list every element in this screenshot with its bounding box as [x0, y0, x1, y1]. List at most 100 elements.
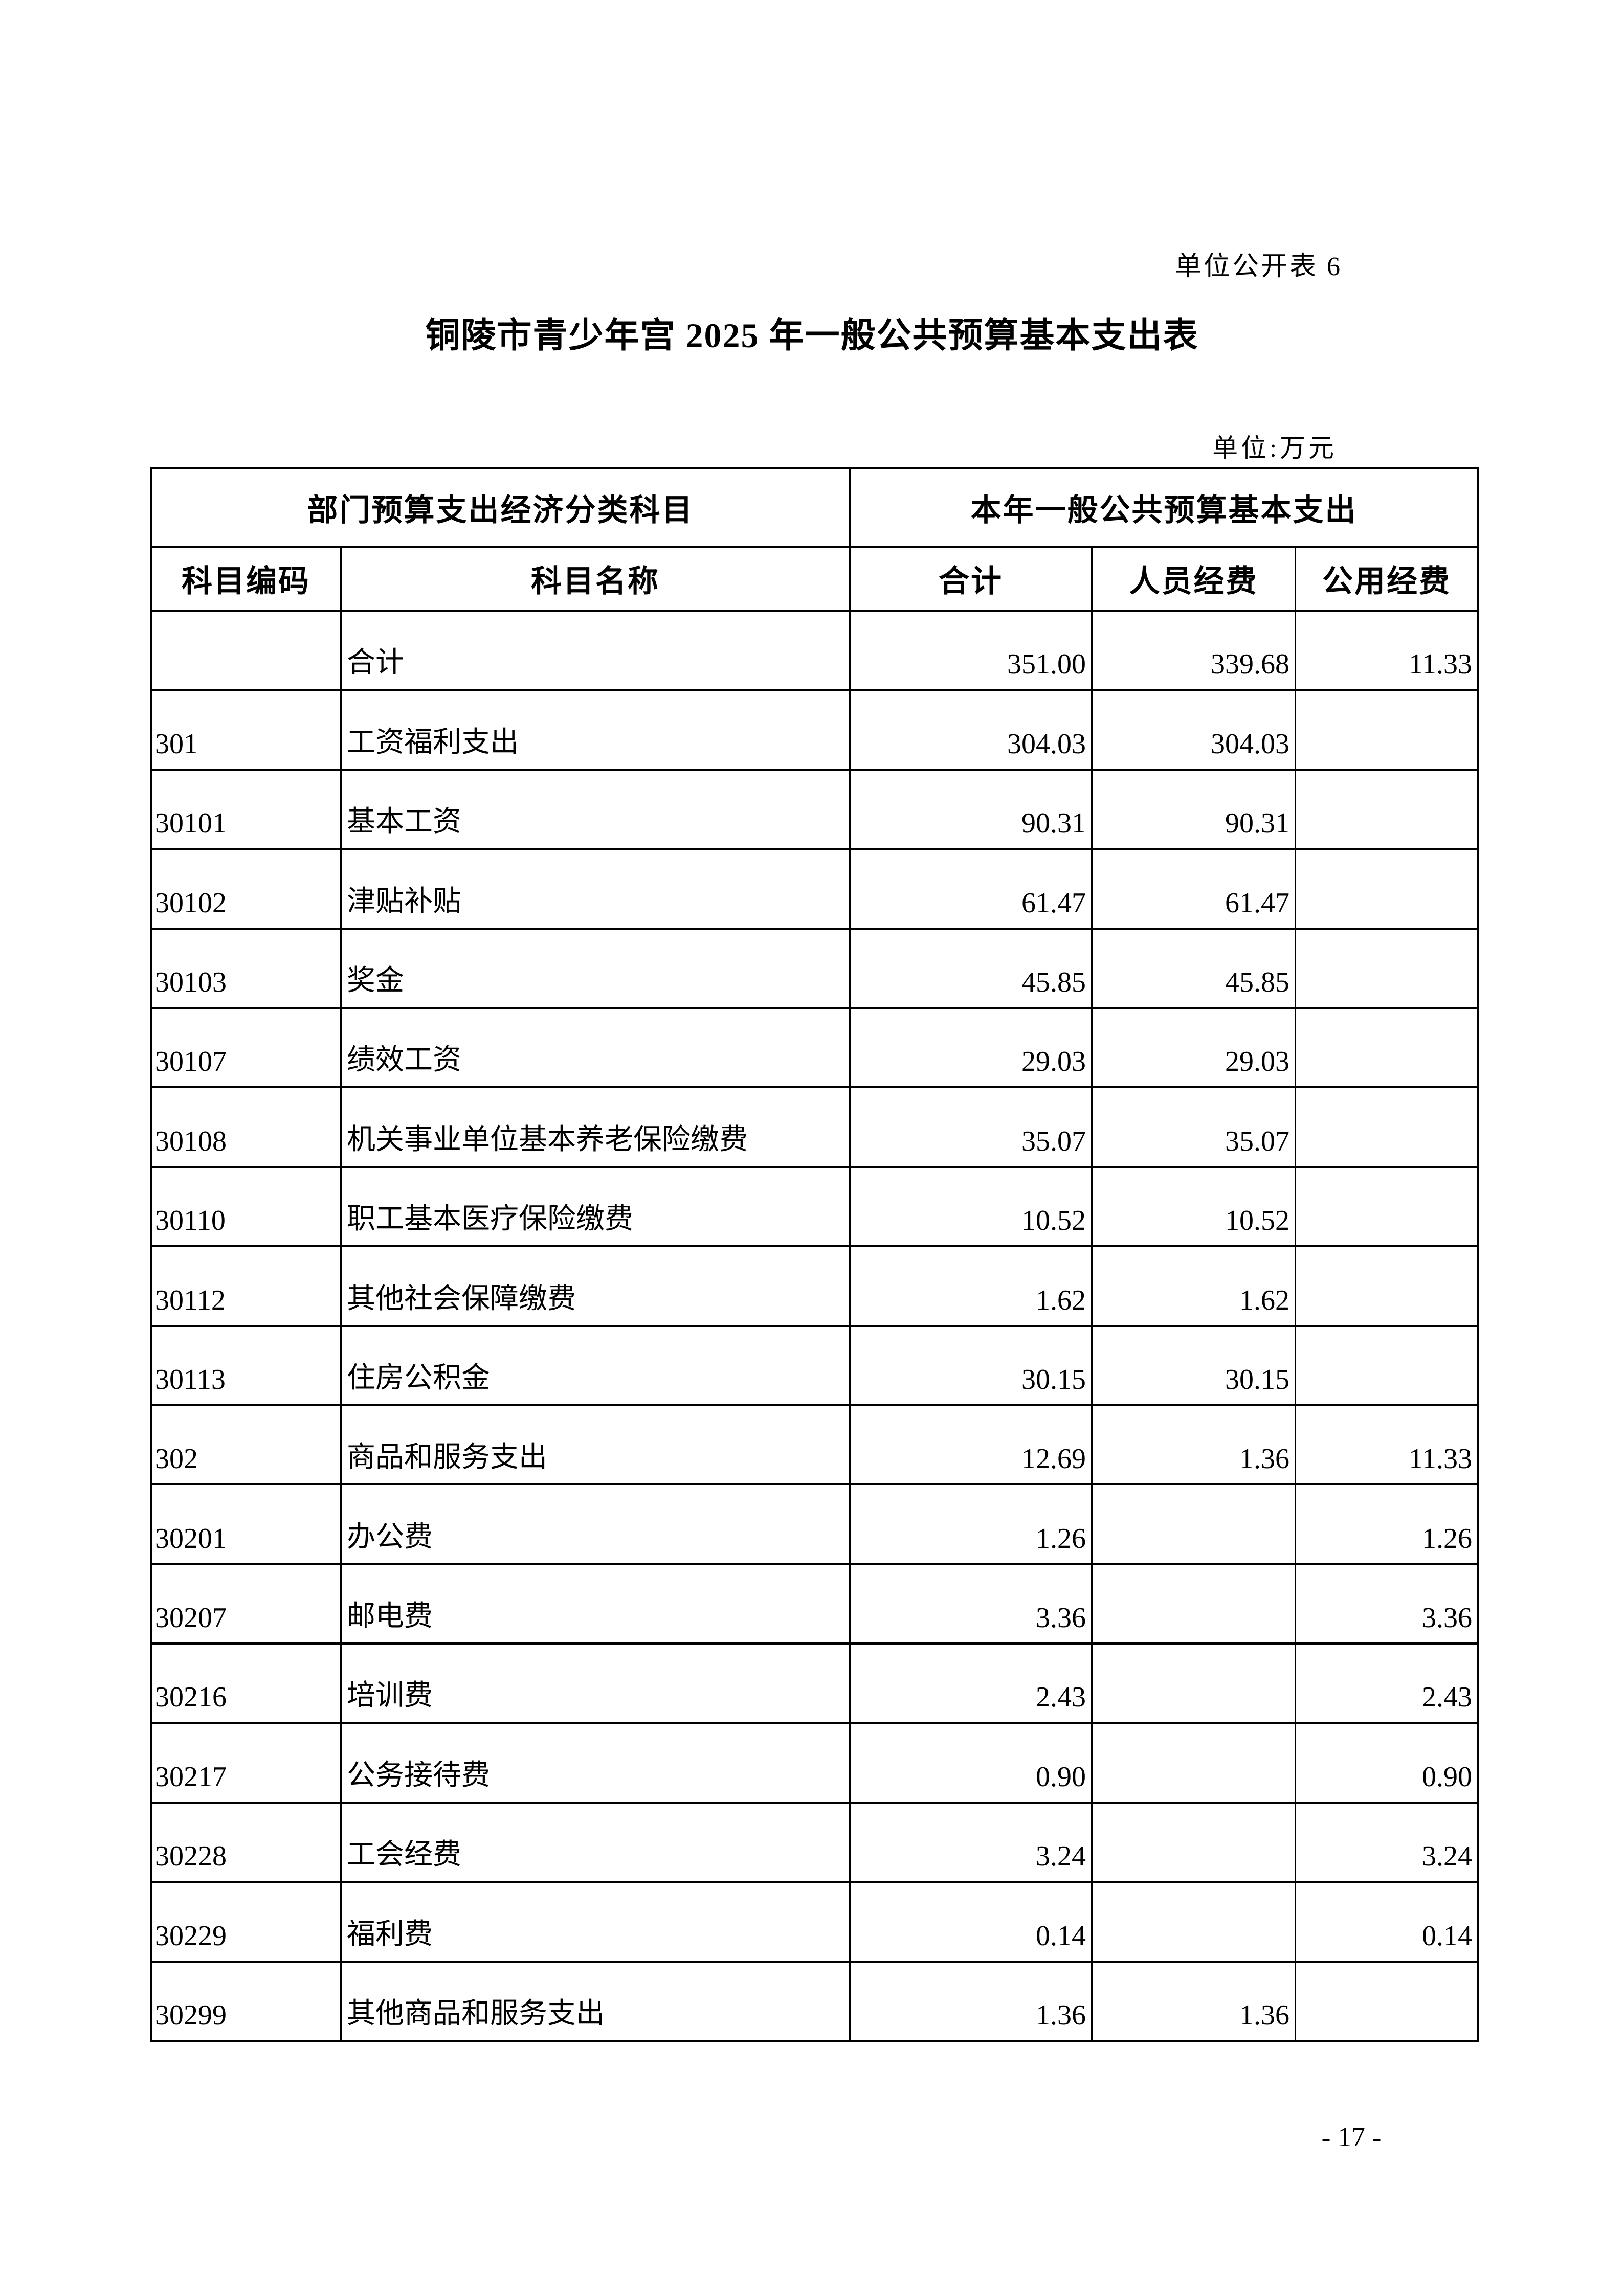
cell-personnel-funds: 304.03	[1091, 689, 1296, 771]
cell-personnel-funds: 45.85	[1091, 927, 1296, 1009]
cell-subject-code: 30103	[150, 927, 342, 1009]
cell-subject-name: 邮电费	[340, 1563, 851, 1645]
cell-total: 12.69	[849, 1404, 1093, 1486]
cell-subject-code: 302	[150, 1404, 342, 1486]
cell-personnel-funds	[1091, 1722, 1296, 1804]
cell-subject-name: 商品和服务支出	[340, 1404, 851, 1486]
cell-subject-name: 津贴补贴	[340, 848, 851, 930]
cell-total: 30.15	[849, 1324, 1093, 1406]
table-row: 302 商品和服务支出 12.69 1.36 11.33	[150, 1404, 1479, 1486]
cell-subject-code: 301	[150, 689, 342, 771]
cell-total: 0.14	[849, 1881, 1093, 1963]
cell-personnel-funds: 1.36	[1091, 1960, 1296, 2042]
cell-total: 3.24	[849, 1801, 1093, 1883]
cell-personnel-funds	[1091, 1483, 1296, 1565]
cell-subject-code: 30101	[150, 768, 342, 850]
cell-personnel-funds: 30.15	[1091, 1324, 1296, 1406]
cell-personnel-funds: 10.52	[1091, 1165, 1296, 1248]
column-header-total: 合计	[849, 546, 1093, 612]
cell-public-funds: 3.36	[1295, 1563, 1479, 1645]
table-row: 30103 奖金 45.85 45.85	[150, 927, 1479, 1009]
table-row: 30216 培训费 2.43 2.43	[150, 1642, 1479, 1724]
cell-total: 3.36	[849, 1563, 1093, 1645]
cell-total: 0.90	[849, 1722, 1093, 1804]
column-header-row: 科目编码 科目名称 合计 人员经费 公用经费	[150, 546, 1479, 612]
cell-public-funds	[1295, 689, 1479, 771]
cell-public-funds	[1295, 927, 1479, 1009]
cell-total: 45.85	[849, 927, 1093, 1009]
cell-total: 1.36	[849, 1960, 1093, 2042]
cell-personnel-funds	[1091, 1563, 1296, 1645]
table-row: 30217 公务接待费 0.90 0.90	[150, 1722, 1479, 1804]
column-header-subject-name: 科目名称	[340, 546, 851, 612]
cell-personnel-funds: 1.62	[1091, 1245, 1296, 1327]
cell-public-funds	[1295, 1086, 1479, 1168]
page-number: - 17 -	[1321, 2122, 1382, 2152]
cell-subject-name: 工资福利支出	[340, 689, 851, 771]
cell-public-funds: 0.90	[1295, 1722, 1479, 1804]
table-row: 合计 351.00 339.68 11.33	[150, 609, 1479, 691]
cell-public-funds: 2.43	[1295, 1642, 1479, 1724]
unit-label: 单位:万元	[1212, 434, 1337, 462]
cell-subject-name: 工会经费	[340, 1801, 851, 1883]
table-row: 30107 绩效工资 29.03 29.03	[150, 1006, 1479, 1089]
cell-personnel-funds: 90.31	[1091, 768, 1296, 850]
cell-subject-code: 30102	[150, 848, 342, 930]
group-header-basic-expenditure: 本年一般公共预算基本支出	[849, 467, 1479, 548]
table-row: 30110 职工基本医疗保险缴费 10.52 10.52	[150, 1165, 1479, 1248]
table-row: 30112 其他社会保障缴费 1.62 1.62	[150, 1245, 1479, 1327]
page-title: 铜陵市青少年宫 2025 年一般公共预算基本支出表	[425, 316, 1199, 355]
cell-subject-code: 30112	[150, 1245, 342, 1327]
table-row: 30201 办公费 1.26 1.26	[150, 1483, 1479, 1565]
cell-subject-code	[150, 609, 342, 691]
cell-public-funds	[1295, 848, 1479, 930]
cell-total: 304.03	[849, 689, 1093, 771]
cell-subject-name: 公务接待费	[340, 1722, 851, 1804]
cell-total: 1.26	[849, 1483, 1093, 1565]
table-row: 30229 福利费 0.14 0.14	[150, 1881, 1479, 1963]
cell-personnel-funds	[1091, 1642, 1296, 1724]
table-row: 30113 住房公积金 30.15 30.15	[150, 1324, 1479, 1406]
cell-total: 2.43	[849, 1642, 1093, 1724]
group-header-classification: 部门预算支出经济分类科目	[150, 467, 851, 548]
header-note: 单位公开表 6	[1174, 252, 1342, 281]
table-row: 30102 津贴补贴 61.47 61.47	[150, 848, 1479, 930]
cell-subject-name: 培训费	[340, 1642, 851, 1724]
cell-subject-name: 职工基本医疗保险缴费	[340, 1165, 851, 1248]
cell-total: 35.07	[849, 1086, 1093, 1168]
cell-total: 29.03	[849, 1006, 1093, 1089]
cell-subject-name: 基本工资	[340, 768, 851, 850]
table-row: 301 工资福利支出 304.03 304.03	[150, 689, 1479, 771]
cell-subject-code: 30110	[150, 1165, 342, 1248]
table-row: 30108 机关事业单位基本养老保险缴费 35.07 35.07	[150, 1086, 1479, 1168]
cell-personnel-funds: 29.03	[1091, 1006, 1296, 1089]
table-row: 30207 邮电费 3.36 3.36	[150, 1563, 1479, 1645]
cell-personnel-funds	[1091, 1801, 1296, 1883]
table-row: 30228 工会经费 3.24 3.24	[150, 1801, 1479, 1883]
column-header-public-funds: 公用经费	[1295, 546, 1479, 612]
cell-personnel-funds: 339.68	[1091, 609, 1296, 691]
cell-public-funds	[1295, 768, 1479, 850]
cell-subject-code: 30229	[150, 1881, 342, 1963]
cell-personnel-funds	[1091, 1881, 1296, 1963]
cell-subject-code: 30217	[150, 1722, 342, 1804]
cell-subject-code: 30108	[150, 1086, 342, 1168]
table-row: 30299 其他商品和服务支出 1.36 1.36	[150, 1960, 1479, 2042]
column-header-personnel-funds: 人员经费	[1091, 546, 1296, 612]
cell-public-funds: 11.33	[1295, 609, 1479, 691]
cell-personnel-funds: 35.07	[1091, 1086, 1296, 1168]
cell-public-funds	[1295, 1165, 1479, 1248]
cell-subject-name: 合计	[340, 609, 851, 691]
cell-public-funds: 0.14	[1295, 1881, 1479, 1963]
cell-subject-name: 办公费	[340, 1483, 851, 1565]
cell-subject-code: 30299	[150, 1960, 342, 2042]
cell-subject-name: 福利费	[340, 1881, 851, 1963]
cell-public-funds: 3.24	[1295, 1801, 1479, 1883]
cell-personnel-funds: 61.47	[1091, 848, 1296, 930]
cell-subject-name: 奖金	[340, 927, 851, 1009]
cell-subject-code: 30207	[150, 1563, 342, 1645]
cell-subject-code: 30113	[150, 1324, 342, 1406]
cell-subject-name: 其他社会保障缴费	[340, 1245, 851, 1327]
cell-subject-code: 30201	[150, 1483, 342, 1565]
